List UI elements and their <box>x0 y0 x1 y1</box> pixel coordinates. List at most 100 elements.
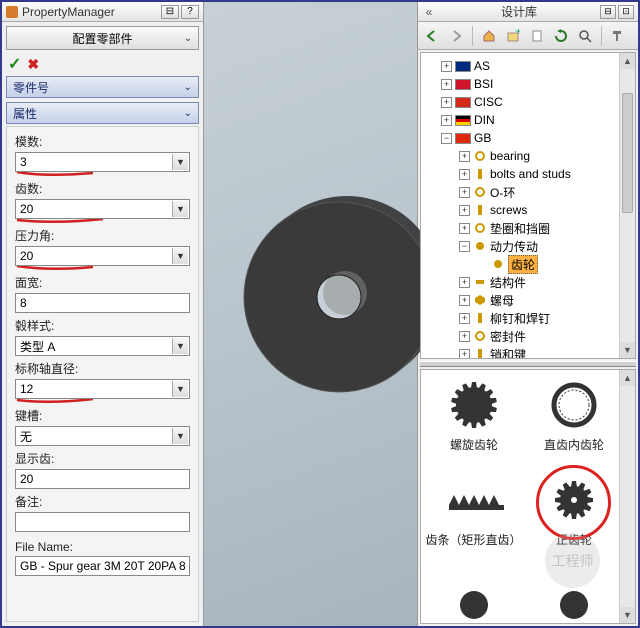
folder-icon <box>473 149 487 163</box>
expand-icon[interactable]: + <box>441 97 452 108</box>
watermark: 工程师 <box>545 533 600 588</box>
cancel-button[interactable]: ✖ <box>27 56 39 73</box>
tree-node-rivets[interactable]: +柳钉和焊钉 <box>423 309 633 327</box>
expand-icon[interactable]: + <box>459 349 470 360</box>
collapse-icon[interactable]: − <box>441 133 452 144</box>
close-panel-button[interactable]: ⊡ <box>618 5 634 19</box>
tree-node-seals[interactable]: +密封件 <box>423 327 633 345</box>
new-button[interactable] <box>527 26 547 46</box>
ok-button[interactable]: ✓ <box>8 54 21 74</box>
properties-section[interactable]: 属性 ⌄ <box>6 102 199 124</box>
auto-hide-button[interactable]: ⊟ <box>600 5 616 19</box>
tree-node-pins[interactable]: +销和键 <box>423 345 633 359</box>
forward-button[interactable] <box>446 26 466 46</box>
pin-icon <box>473 347 487 359</box>
flag-icon <box>455 61 471 72</box>
flag-icon <box>455 133 471 144</box>
scroll-down-icon[interactable]: ▼ <box>620 607 635 623</box>
expand-icon[interactable]: + <box>441 79 452 90</box>
gear-icon <box>473 239 487 253</box>
tree-node-gear[interactable]: 齿轮 <box>423 255 633 273</box>
rack-label: 齿条（矩形直齿） <box>421 531 526 548</box>
tree-scrollbar[interactable]: ▲ ▼ <box>619 53 635 358</box>
pin-button[interactable]: ⊟ <box>161 5 179 19</box>
bolt-icon <box>473 167 487 181</box>
tree-node-screws[interactable]: +screws <box>423 201 633 219</box>
shaft-dia-input[interactable] <box>15 379 190 399</box>
add-folder-button[interactable]: + <box>503 26 523 46</box>
scroll-up-icon[interactable]: ▲ <box>620 53 635 69</box>
tree-node-oring[interactable]: +O-环 <box>423 183 633 201</box>
helical-gear-icon <box>444 380 504 430</box>
tree-node-struct[interactable]: +结构件 <box>423 273 633 291</box>
tree-node-nut[interactable]: +螺母 <box>423 291 633 309</box>
gear-icon <box>491 257 505 271</box>
home-button[interactable] <box>479 26 499 46</box>
preview-helical[interactable]: 螺旋齿轮 <box>429 380 519 453</box>
pressure-angle-input[interactable] <box>15 246 190 266</box>
keyway-label: 键槽: <box>15 407 190 424</box>
tree-node-bolts[interactable]: +bolts and studs <box>423 165 633 183</box>
internal-gear-icon <box>544 380 604 430</box>
lib-header: « 设计库 ⊟ ⊡ <box>418 2 638 22</box>
module-label: 模数: <box>15 133 190 150</box>
preview-internal[interactable]: 直齿内齿轮 <box>529 380 619 453</box>
tree-node-cisc[interactable]: +CISC <box>423 93 633 111</box>
expand-icon[interactable]: + <box>459 169 470 180</box>
tree-node-washers[interactable]: +垫圈和挡圈 <box>423 219 633 237</box>
library-tree[interactable]: +AS +BSI +CISC +DIN −GB +bearing +bolts … <box>420 52 636 359</box>
scroll-up-icon[interactable]: ▲ <box>620 370 635 386</box>
tree-node-power[interactable]: −动力传动 <box>423 237 633 255</box>
expand-icon[interactable]: + <box>441 61 452 72</box>
part-number-section[interactable]: 零件号 ⌄ <box>6 76 199 98</box>
collapse-icon[interactable]: « <box>422 5 436 19</box>
show-teeth-input[interactable] <box>15 469 190 489</box>
tree-node-bsi[interactable]: +BSI <box>423 75 633 93</box>
tree-node-din[interactable]: +DIN <box>423 111 633 129</box>
flag-icon <box>455 79 471 90</box>
expand-icon[interactable]: + <box>459 151 470 162</box>
tree-node-as[interactable]: +AS <box>423 57 633 75</box>
collapse-icon[interactable]: − <box>459 241 470 252</box>
expand-icon[interactable]: + <box>459 295 470 306</box>
face-width-input[interactable] <box>15 293 190 313</box>
refresh-button[interactable] <box>551 26 571 46</box>
pressure-angle-label: 压力角: <box>15 227 190 244</box>
viewport-3d[interactable] <box>204 2 418 626</box>
expand-icon[interactable]: + <box>459 277 470 288</box>
expand-icon[interactable]: + <box>441 115 452 126</box>
preview-rack[interactable]: 齿条（矩形直齿） <box>421 475 526 548</box>
show-teeth-label: 显示齿: <box>15 450 190 467</box>
tree-node-gb[interactable]: −GB <box>423 129 633 147</box>
expand-icon[interactable]: + <box>459 331 470 342</box>
filename-input[interactable] <box>15 556 190 576</box>
options-button[interactable] <box>608 26 628 46</box>
module-input[interactable] <box>15 152 190 172</box>
pm-icon <box>6 6 18 18</box>
part-number-label: 零件号 <box>13 79 49 96</box>
expand-icon[interactable]: + <box>459 313 470 324</box>
config-component-bar[interactable]: 配置零部件 ⌄ <box>6 26 199 50</box>
preview-scrollbar[interactable]: ▲ ▼ <box>619 370 635 623</box>
expand-icon[interactable]: + <box>459 187 470 198</box>
chevron-icon: ⌄ <box>184 33 192 44</box>
lib-title: 设计库 <box>440 3 598 20</box>
tree-node-bearing[interactable]: +bearing <box>423 147 633 165</box>
search-button[interactable] <box>575 26 595 46</box>
preview-item[interactable] <box>429 575 519 624</box>
expand-icon[interactable]: + <box>459 223 470 234</box>
back-button[interactable] <box>422 26 442 46</box>
help-button[interactable]: ? <box>181 5 199 19</box>
expand-icon[interactable]: + <box>459 205 470 216</box>
keyway-input[interactable] <box>15 426 190 446</box>
scroll-thumb[interactable] <box>622 93 633 213</box>
teeth-input[interactable] <box>15 199 190 219</box>
config-title: 配置零部件 <box>72 30 132 47</box>
helical-label: 螺旋齿轮 <box>429 436 519 453</box>
flag-icon <box>455 115 471 126</box>
chevron-icon: ⌄ <box>184 108 192 119</box>
notes-input[interactable] <box>15 512 190 532</box>
ok-cancel-row: ✓ ✖ <box>2 54 203 74</box>
scroll-down-icon[interactable]: ▼ <box>620 342 635 358</box>
hub-style-input[interactable] <box>15 336 190 356</box>
